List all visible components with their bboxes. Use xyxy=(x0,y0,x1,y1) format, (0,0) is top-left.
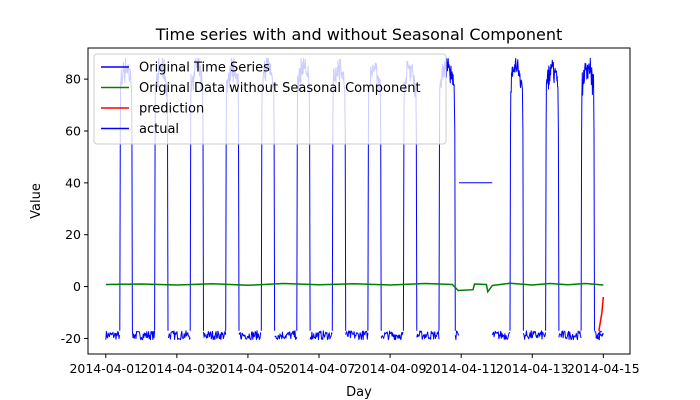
legend-label: Original Time Series xyxy=(139,61,270,76)
y-tick-label: 60 xyxy=(65,123,81,138)
legend-box xyxy=(93,53,447,145)
legend-label: prediction xyxy=(139,102,204,117)
series-original-segment-18 xyxy=(416,330,440,340)
chart-title: Time series with and without Seasonal Co… xyxy=(155,25,562,44)
ticks: -200204060802014-04-012014-04-032014-04-… xyxy=(61,72,640,376)
series-original-segment-14 xyxy=(345,330,369,341)
x-tick-label: 2014-04-11 xyxy=(425,361,498,376)
legend-label: actual xyxy=(139,122,179,137)
axes-frame xyxy=(87,47,631,355)
series-original-segment-25 xyxy=(545,59,560,331)
series-original-segment-12 xyxy=(309,330,333,341)
series-original-segment-23 xyxy=(509,57,524,331)
series-original-segment-2 xyxy=(131,330,156,341)
y-tick-label: 80 xyxy=(65,72,81,87)
y-tick-label: -20 xyxy=(61,331,81,346)
series-original-segment-27 xyxy=(580,57,595,331)
legend-label: Original Data without Seasonal Component xyxy=(139,81,421,96)
x-tick-label: 2014-04-07 xyxy=(283,361,356,376)
legend: Original Time Series Original Data withou… xyxy=(93,53,447,145)
series-original-segment-20 xyxy=(454,330,460,341)
x-tick-label: 2014-04-01 xyxy=(69,361,142,376)
x-axis-label: Day xyxy=(346,385,372,400)
series-prediction xyxy=(598,296,605,331)
y-axis-label: Value xyxy=(29,183,44,219)
x-tick-label: 2014-04-03 xyxy=(141,361,214,376)
series-original-segment-6 xyxy=(203,330,227,341)
y-tick-label: 0 xyxy=(73,279,81,294)
y-tick-label: 20 xyxy=(65,227,81,242)
series-without-seasonal-component xyxy=(105,282,604,294)
y-tick-label: 40 xyxy=(65,175,81,190)
series-original-segment-22 xyxy=(491,330,511,340)
series-original-segment-10 xyxy=(274,330,298,340)
x-tick-label: 2014-04-09 xyxy=(354,361,427,376)
series-actual xyxy=(595,332,604,339)
series-original-segment-26 xyxy=(558,330,582,341)
series-original-segment-0 xyxy=(105,330,121,340)
x-tick-label: 2014-04-05 xyxy=(212,361,285,376)
x-tick-label: 2014-04-13 xyxy=(496,361,569,376)
series-original-segment-8 xyxy=(238,330,262,341)
series-original-segment-24 xyxy=(522,330,547,340)
x-tick-label: 2014-04-15 xyxy=(567,361,640,376)
series-original-segment-16 xyxy=(380,330,404,341)
series-original-segment-4 xyxy=(167,330,191,341)
